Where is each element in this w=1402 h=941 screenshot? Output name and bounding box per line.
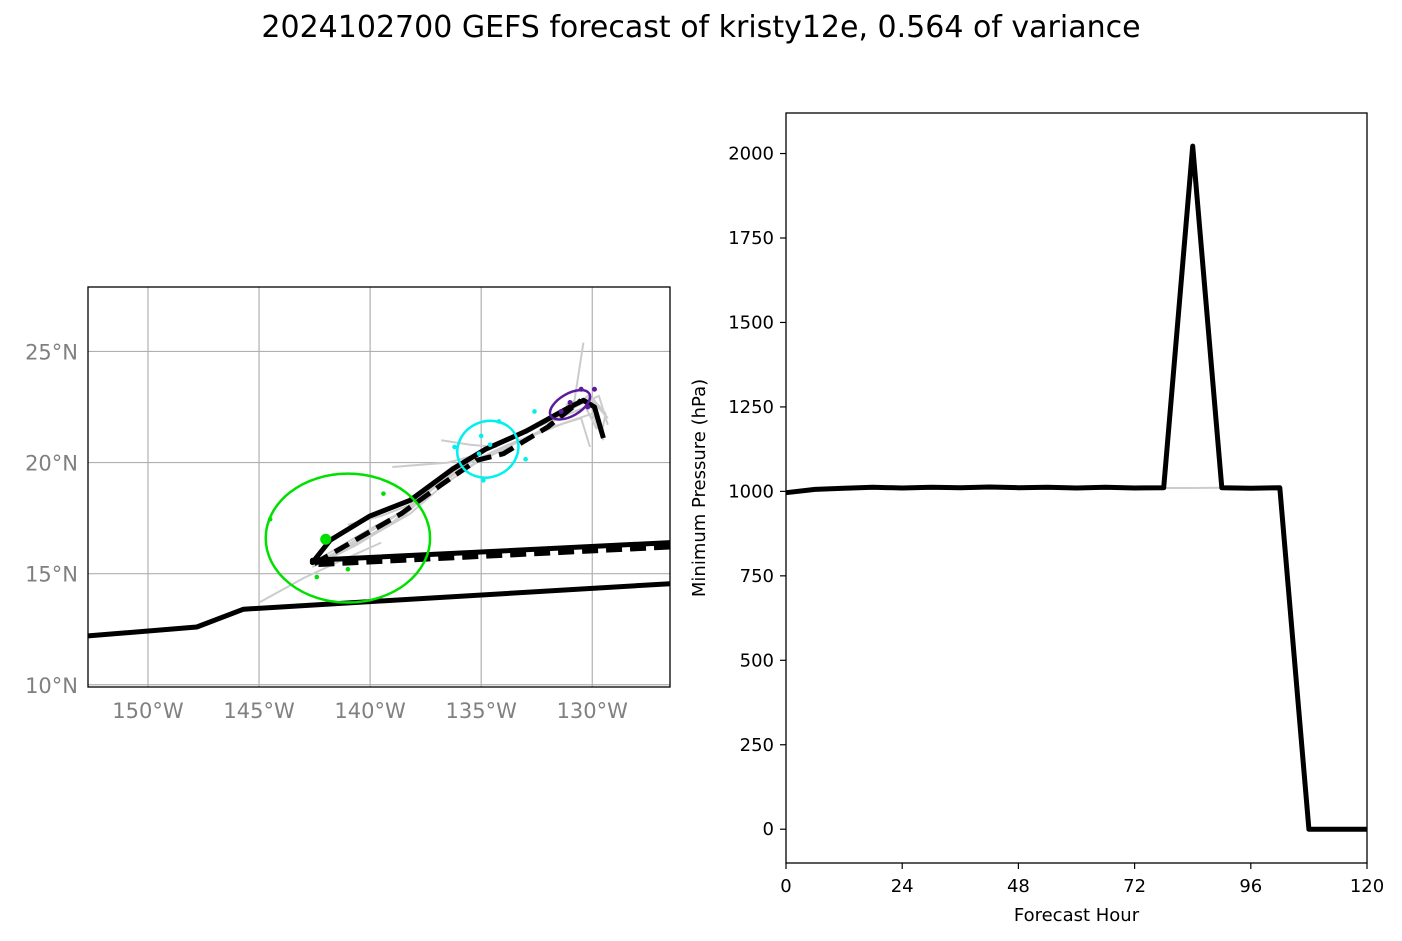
ensemble-track-solid [309,397,670,566]
cyan-position-point [532,409,537,414]
x-tick-label: 120 [1350,876,1384,897]
x-tick-label: 48 [1007,876,1030,897]
cyan-position-point [476,451,482,456]
y-tick-label: 2000 [728,144,774,165]
green-position-point [314,574,320,580]
green-uncertainty-ellipse [264,472,432,604]
figure-title: 2024102700 GEFS forecast of kristy12e, 0… [261,10,1141,45]
map-plot-area [88,342,670,639]
purple-position-point [578,386,584,392]
cyan-position-point [481,478,486,483]
x-axis-label: Forecast Hour [1014,905,1140,926]
map-y-tick-label: 15°N [25,563,78,587]
map-x-tick-label: 145°W [223,699,295,723]
x-tick-label: 24 [891,876,914,897]
y-tick-label: 1500 [728,312,774,333]
map-x-tick-label: 130°W [557,699,629,723]
x-tick-label: 0 [780,876,791,897]
map-panel: 150°W 145°W 140°W 135°W 130°W 10°N 15°N 20°N 25°… [25,286,671,723]
pressure-frame [785,112,1368,864]
pressure-plot-area [785,143,1367,832]
green-position-point [267,516,273,522]
cyan-position-point [452,444,457,450]
cyan-position-point [478,433,484,439]
green-position-point [345,566,351,572]
map-y-tick-label: 20°N [25,452,78,476]
y-tick-label: 500 [740,650,774,671]
purple-position-point [585,404,591,410]
y-tick-label: 750 [740,566,774,587]
map-x-tick-label: 150°W [112,699,184,723]
y-tick-label: 0 [763,819,774,840]
member-track [311,417,591,568]
map-y-tick-label: 10°N [25,674,78,698]
pressure-axes: 0 24 48 72 96 120 0 250 500 750 1000 1250 1500 1750 20… [728,144,1384,897]
cyan-position-point [523,456,528,462]
map-x-tick-label: 140°W [334,699,406,723]
map-y-tick-label: 25°N [25,340,78,364]
map-frame [87,286,671,688]
pressure-mean-line [785,143,1367,832]
purple-position-point [567,400,573,406]
cyan-position-point [487,442,493,448]
map-tick-labels: 150°W 145°W 140°W 135°W 130°W 10°N 15°N 20°N 25°… [25,340,628,723]
purple-position-point [558,408,564,414]
cyan-uncertainty-ellipse [456,419,520,479]
member-track [258,541,382,604]
y-tick-label: 1000 [728,481,774,502]
purple-position-point [591,386,597,392]
y-tick-label: 1750 [728,228,774,249]
green-position-point [381,491,386,496]
ensemble-track-dashed [309,398,670,568]
x-tick-label: 72 [1123,876,1146,897]
green-position-point [320,533,332,545]
member-track [314,342,585,566]
y-axis-label: Minimum Pressure (hPa) [689,379,710,597]
mean-track-line [88,581,670,639]
map-gridlines [88,287,670,687]
y-tick-label: 250 [740,735,774,756]
y-tick-label: 1250 [728,397,774,418]
map-x-tick-label: 135°W [446,699,518,723]
cyan-position-point [496,419,502,424]
pressure-panel: 0 24 48 72 96 120 0 250 500 750 1000 1250 1500 1750 20… [689,112,1384,926]
purple-uncertainty-ellipse [548,388,592,421]
x-tick-label: 96 [1239,876,1262,897]
